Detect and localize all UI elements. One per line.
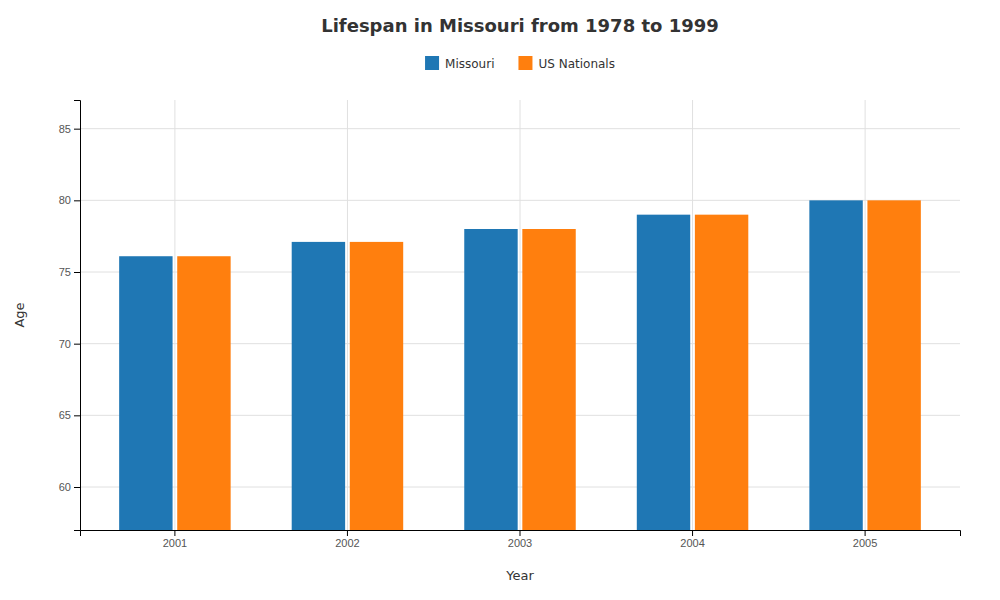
legend-label: Missouri bbox=[445, 57, 494, 71]
grid-line bbox=[692, 100, 693, 530]
legend-item: Missouri bbox=[425, 56, 494, 71]
bars bbox=[119, 200, 921, 530]
tick-label: 70 bbox=[59, 338, 71, 350]
plot-area: 2001 2002 2003 2004 2005 60 65 70 75 80 85 bbox=[59, 100, 961, 549]
tick-mark bbox=[74, 344, 80, 345]
tick: 2004 bbox=[680, 530, 704, 549]
tick: 65 bbox=[59, 409, 80, 421]
grid-line bbox=[520, 100, 521, 530]
bar bbox=[867, 200, 920, 530]
tick: 2003 bbox=[508, 530, 532, 549]
tick-mark bbox=[74, 415, 80, 416]
tick-mark bbox=[174, 530, 175, 536]
x-axis-title: Year bbox=[505, 568, 534, 583]
tick-mark bbox=[520, 530, 521, 536]
legend: Missouri US Nationals bbox=[425, 56, 615, 71]
tick-label: 65 bbox=[59, 409, 71, 421]
bar bbox=[464, 229, 517, 530]
legend-swatch bbox=[425, 56, 439, 70]
tick: 70 bbox=[59, 338, 80, 350]
tick-label: 80 bbox=[59, 194, 71, 206]
bar bbox=[637, 215, 690, 530]
tick-mark bbox=[74, 200, 80, 201]
tick-mark bbox=[865, 530, 866, 536]
tick-mark bbox=[74, 487, 80, 488]
axis-line bbox=[81, 531, 961, 537]
legend-label: US Nationals bbox=[538, 57, 614, 71]
tick: 85 bbox=[59, 123, 80, 135]
bar bbox=[292, 242, 345, 530]
tick-label: 2004 bbox=[680, 537, 704, 549]
legend-item: US Nationals bbox=[518, 56, 614, 71]
bar-series bbox=[119, 200, 863, 530]
tick-label: 75 bbox=[59, 266, 71, 278]
tick-mark bbox=[74, 129, 80, 130]
tick-label: 2001 bbox=[163, 537, 187, 549]
tick-label: 85 bbox=[59, 123, 71, 135]
tick-mark bbox=[74, 272, 80, 273]
grid-line bbox=[174, 100, 175, 530]
x-axis: 2001 2002 2003 2004 2005 bbox=[81, 530, 961, 549]
tick-mark bbox=[692, 530, 693, 536]
bar bbox=[350, 242, 403, 530]
tick: 75 bbox=[59, 266, 80, 278]
tick: 2001 bbox=[163, 530, 187, 549]
bar-series bbox=[177, 200, 921, 530]
axis-line bbox=[74, 101, 81, 531]
tick: 60 bbox=[59, 481, 80, 493]
title: Lifespan in Missouri from 1978 to 1999 bbox=[321, 15, 719, 36]
bar bbox=[522, 229, 575, 530]
grid-line bbox=[865, 100, 866, 530]
tick-mark bbox=[347, 530, 348, 536]
bar bbox=[177, 256, 230, 530]
tick-label: 2003 bbox=[508, 537, 532, 549]
tick: 2005 bbox=[853, 530, 877, 549]
grid bbox=[80, 100, 960, 530]
tick: 2002 bbox=[335, 530, 359, 549]
tick-label: 2005 bbox=[853, 537, 877, 549]
tick-label: 2002 bbox=[335, 537, 359, 549]
chart: 2001 2002 2003 2004 2005 60 65 70 75 80 85 Lifespan… bbox=[0, 0, 1000, 600]
bar bbox=[809, 200, 862, 530]
y-axis-title: Age bbox=[12, 302, 27, 327]
legend-swatch bbox=[518, 56, 532, 70]
grid-line bbox=[347, 100, 348, 530]
bar bbox=[695, 215, 748, 530]
bar bbox=[119, 256, 172, 530]
tick: 80 bbox=[59, 194, 80, 206]
tick-label: 60 bbox=[59, 481, 71, 493]
y-axis: 60 65 70 75 80 85 bbox=[59, 101, 81, 531]
